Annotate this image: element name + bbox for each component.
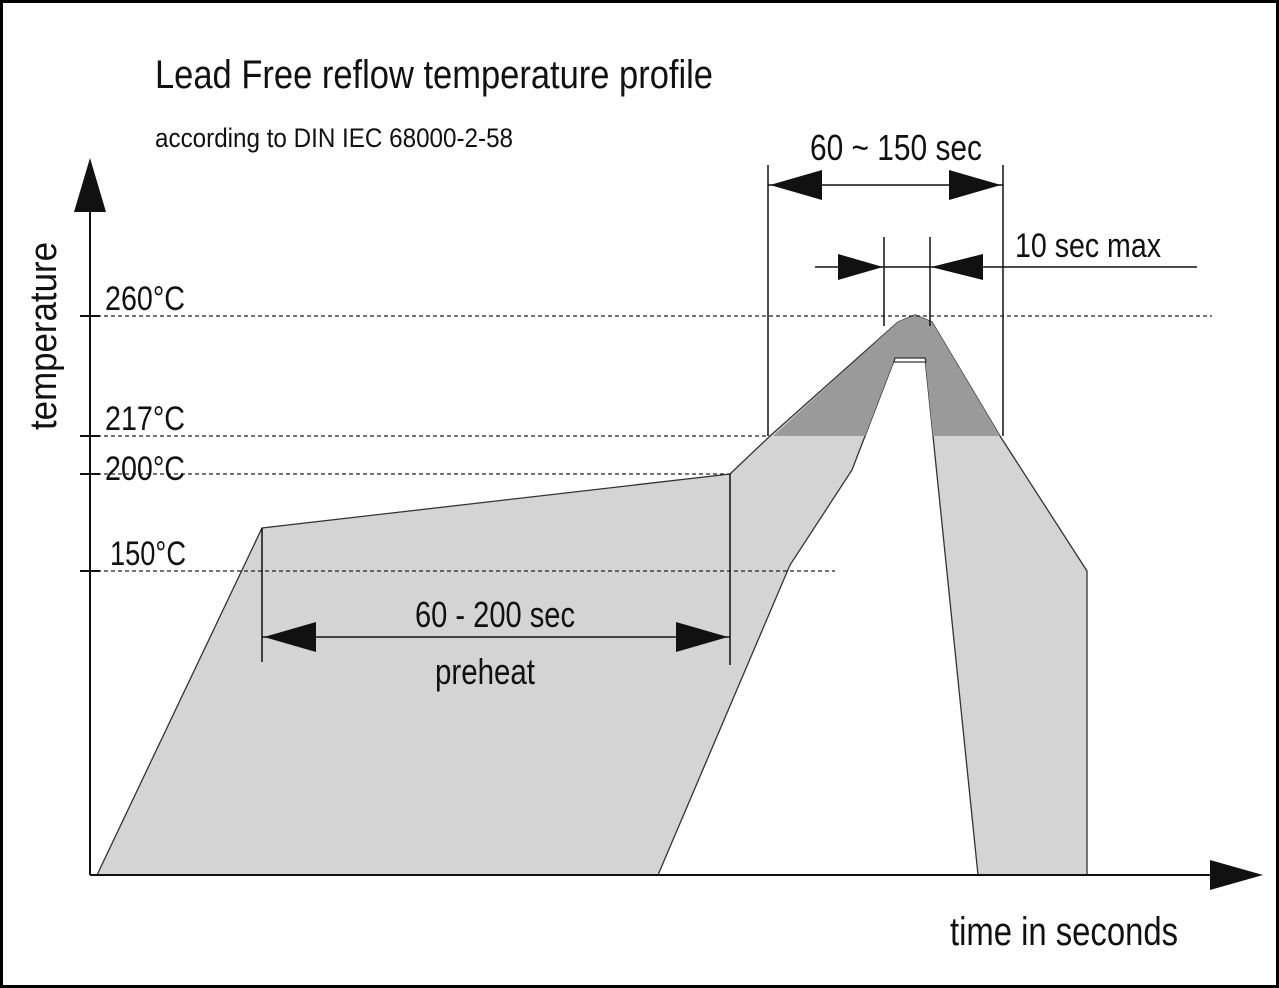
x-axis-label: time in seconds [950, 910, 1178, 954]
level-label: 200°C [105, 450, 185, 488]
arrowhead [264, 622, 316, 652]
reflow-zone [773, 315, 1000, 436]
subtitle: according to DIN IEC 68000-2-58 [155, 123, 513, 153]
level-label: 260°C [105, 280, 185, 318]
x-arrow [1210, 860, 1263, 890]
arrowhead [770, 170, 822, 200]
preheat-label: preheat [435, 651, 535, 692]
arrowhead [676, 622, 728, 652]
peak-notch [893, 357, 927, 363]
title: Lead Free reflow temperature profile [155, 53, 713, 97]
peak-window: 10 sec max [1015, 227, 1161, 265]
preheat-window: 60 - 200 sec [415, 594, 575, 635]
y-axis-label: temperature [23, 242, 65, 430]
level-label: 217°C [105, 400, 185, 438]
level-label: 150°C [110, 535, 186, 573]
profile-band [95, 314, 1088, 876]
reflow-window: 60 ~ 150 sec [810, 127, 982, 168]
y-arrow [74, 158, 106, 212]
arrowhead [838, 254, 883, 280]
arrowhead [931, 254, 983, 280]
arrowhead [949, 170, 1001, 200]
